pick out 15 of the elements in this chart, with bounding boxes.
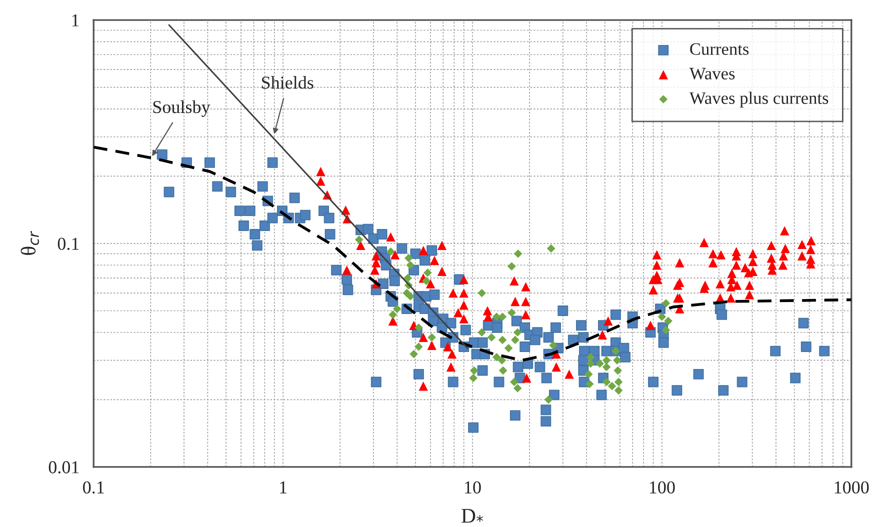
x-tick-label: 10	[465, 481, 481, 494]
y-tick-label: 1	[72, 14, 79, 26]
y-axis-title: θ$_{cr}$	[20, 230, 39, 255]
legend-label: Waves plus currents	[689, 92, 828, 108]
x-axis-title: D$_{*}$	[462, 509, 484, 523]
y-tick-label: 0.1	[58, 238, 79, 250]
x-tick-label: 1000	[834, 481, 869, 494]
annotation: Shields	[262, 76, 314, 89]
y-tick-label: 0.01	[48, 461, 79, 474]
x-tick-label: 0.1	[83, 481, 104, 494]
annotation: Soulsby	[153, 100, 210, 117]
legend-label: Currents	[690, 43, 749, 55]
legend-label: Waves	[689, 68, 735, 80]
x-tick-label: 100	[650, 481, 675, 494]
x-tick-label: 1	[280, 481, 286, 494]
